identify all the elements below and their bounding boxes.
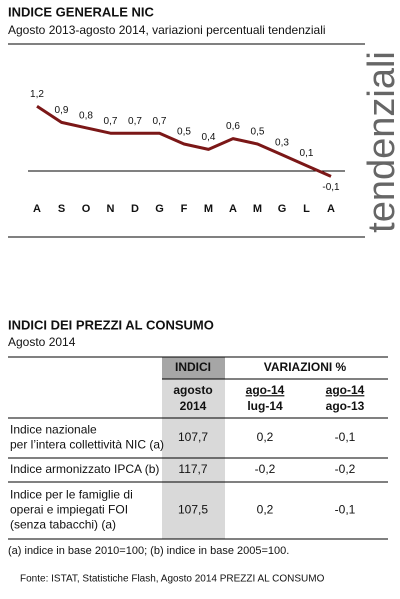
header-cell: ago-13: [326, 399, 365, 413]
x-tick-label: A: [229, 203, 237, 215]
data-label: -0,1: [322, 182, 340, 193]
data-label: 0,9: [55, 105, 69, 116]
row-label: operai e impiegati FOI: [10, 503, 128, 517]
cell: 0,2: [257, 430, 274, 444]
row-label: per l’intera collettività NIC (a): [10, 438, 164, 452]
row-label: Indice per le famiglie di: [10, 488, 133, 502]
row-label: (senza tabacchi) (a): [10, 518, 116, 532]
x-tick-label: L: [303, 203, 310, 215]
table-title: INDICI DEI PREZZI AL CONSUMO: [8, 317, 214, 332]
data-label: 0,5: [251, 127, 265, 138]
indici-header: [162, 357, 225, 379]
source: Fonte: ISTAT, Statistiche Flash, Agosto …: [20, 574, 325, 585]
x-tick-label: G: [278, 203, 287, 215]
row-label: Indice armonizzato IPCA (b): [10, 462, 159, 476]
header-cell: agosto: [173, 383, 212, 397]
data-label: 0,3: [275, 137, 289, 148]
data-label: 0,7: [104, 116, 118, 127]
line: [36, 104, 332, 178]
header-cell: VARIAZIONI %: [264, 360, 347, 374]
cell: -0,2: [255, 462, 276, 476]
x-tick-label: F: [181, 203, 188, 215]
chart-subtitle: Agosto 2013-agosto 2014, variazioni perc…: [8, 23, 326, 37]
row-label: Indice nazionale: [10, 423, 97, 437]
data-label: 1,2: [30, 89, 44, 100]
cell: 107,5: [178, 503, 208, 517]
cell: 107,7: [178, 430, 208, 444]
data-label: 0,7: [128, 116, 142, 127]
x-tick-label: G: [155, 203, 164, 215]
x-tick-label: N: [107, 203, 115, 215]
x-tick-label: O: [82, 203, 91, 215]
x-tick-label: D: [131, 203, 139, 215]
cell: 117,7: [178, 462, 207, 476]
x-tick-label: A: [327, 203, 335, 215]
data-label: 0,7: [153, 116, 167, 127]
x-tick-label: S: [58, 203, 65, 215]
chart-title: INDICE GENERALE NIC: [8, 4, 155, 19]
header-cell: lug-14: [247, 399, 283, 413]
x-tick-label: M: [204, 203, 213, 215]
x-tick-label: M: [253, 203, 262, 215]
header-cell: ago-14: [246, 383, 285, 397]
header-cell: 2014: [180, 399, 207, 413]
cell: -0,2: [335, 462, 356, 476]
header-cell: ago-14: [326, 383, 365, 397]
data-label: 0,6: [226, 121, 240, 132]
cell: -0,1: [335, 430, 356, 444]
data-label: 0,1: [300, 148, 314, 159]
cell: 0,2: [257, 503, 274, 517]
data-label: 0,8: [79, 110, 93, 121]
indici-column: [162, 357, 225, 539]
footnote: (a) indice in base 2010=100; (b) indice …: [8, 545, 289, 557]
data-label: 0,4: [202, 132, 216, 143]
data-label: 0,5: [177, 127, 191, 138]
cell: -0,1: [335, 503, 356, 517]
side-label: tendenziali: [361, 51, 400, 233]
header-cell: INDICI: [175, 360, 211, 374]
x-tick-label: A: [33, 203, 41, 215]
table-subtitle: Agosto 2014: [8, 335, 76, 349]
